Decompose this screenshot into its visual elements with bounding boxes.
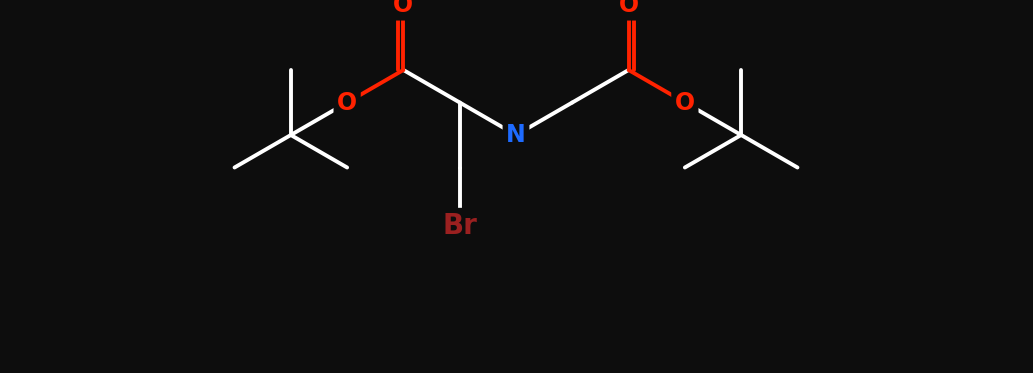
Text: N: N [506, 123, 526, 147]
Text: O: O [337, 91, 357, 115]
Text: O: O [394, 0, 413, 17]
Text: O: O [619, 0, 638, 17]
Text: Br: Br [442, 212, 477, 240]
Text: O: O [675, 91, 695, 115]
